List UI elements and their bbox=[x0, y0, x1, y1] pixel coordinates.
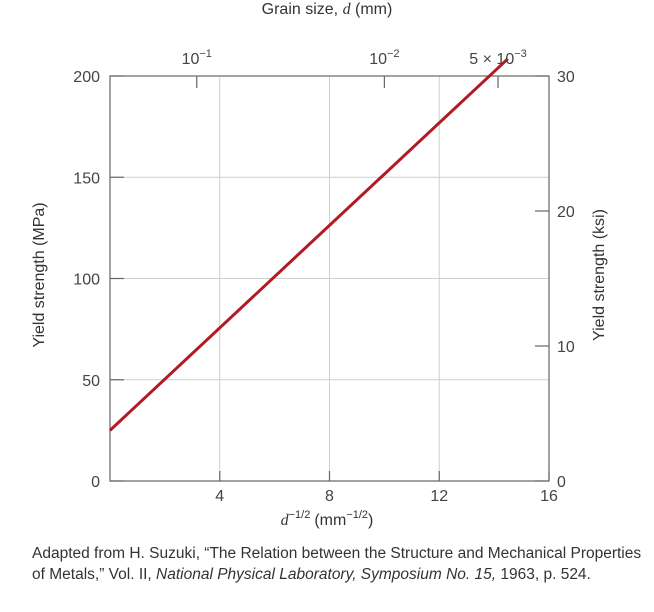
top-tick-label: 5 × 10−3 bbox=[469, 48, 526, 68]
x-tick-label: 16 bbox=[540, 488, 558, 505]
y-tick-label: 200 bbox=[73, 69, 100, 86]
y2-tick-label: 0 bbox=[557, 474, 566, 491]
x-tick-label: 8 bbox=[325, 488, 334, 505]
x-axis-title: d−1/2 (mm−1/2) bbox=[281, 509, 374, 529]
y2-axis-title: Yield strength (ksi) bbox=[591, 209, 608, 341]
top-tick-label: 10−1 bbox=[182, 48, 212, 68]
source-caption: Adapted from H. Suzuki, “The Relation be… bbox=[32, 545, 642, 583]
y-tick-label: 50 bbox=[82, 373, 100, 390]
series bbox=[108, 57, 509, 432]
x-tick-label: 12 bbox=[430, 488, 448, 505]
top-tick-label: 10−2 bbox=[369, 48, 399, 68]
y2-tick-label: 20 bbox=[557, 204, 575, 221]
y2-tick-label: 30 bbox=[557, 69, 575, 86]
series-line bbox=[108, 57, 509, 432]
axes bbox=[109, 75, 550, 482]
caption-italic: National Physical Laboratory, Symposium … bbox=[156, 566, 497, 583]
y2-tick-label: 10 bbox=[557, 339, 575, 356]
top-axis-title: Grain size, d (mm) bbox=[262, 1, 393, 18]
y-tick-label: 150 bbox=[73, 170, 100, 187]
y-tick-label: 0 bbox=[91, 474, 100, 491]
y-axis-title: Yield strength (MPa) bbox=[31, 202, 48, 347]
yield-strength-chart: 0 50 100 150 200 0 10 20 30 4 8 12 16 10−1 10−2 5 × 10−… bbox=[31, 1, 608, 529]
x-tick-label: 4 bbox=[215, 488, 224, 505]
grid bbox=[110, 76, 549, 481]
tick-labels: 0 50 100 150 200 0 10 20 30 4 8 12 16 10−1 10−2 5 × 10−… bbox=[73, 48, 575, 505]
y-tick-label: 100 bbox=[73, 272, 100, 289]
